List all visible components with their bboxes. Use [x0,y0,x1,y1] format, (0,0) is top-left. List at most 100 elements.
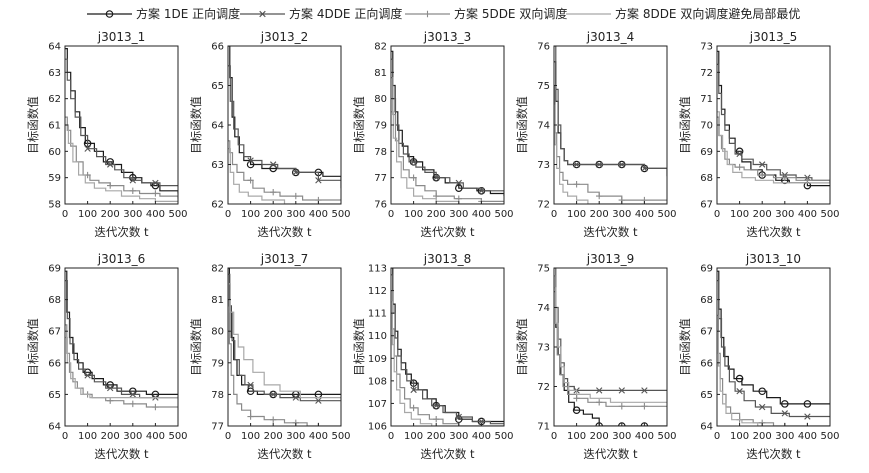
series-line [717,50,830,187]
y-tick-label: 62 [211,200,224,211]
legend-marker [259,10,266,18]
y-tick-label: 82 [374,42,387,53]
x-tick-label: 300 [286,209,305,220]
y-tick-label: 64 [700,422,713,433]
series-marker [315,397,322,404]
series-marker [84,372,91,379]
x-tick-label: 200 [427,209,446,220]
x-tick-label: 400 [309,431,328,442]
series-4 [228,283,341,401]
series-2 [554,268,667,394]
series-marker [247,157,254,164]
series-line [391,290,504,426]
series-marker [454,415,463,424]
series-marker [247,381,254,389]
y-tick-label: 107 [368,399,387,410]
series-marker [152,179,159,187]
series-line [65,336,178,399]
x-tick-label: 0 [388,209,394,220]
series-marker [410,386,417,394]
series-marker [107,384,114,392]
x-tick-label: 300 [612,209,631,220]
series-marker [270,188,277,196]
y-tick-label: 63 [48,68,61,79]
series-marker [618,403,625,410]
y-tick-label: 75 [537,264,550,275]
panel-title: j3013_7 [260,252,309,266]
series-marker [292,394,299,401]
y-tick-label: 72 [537,200,550,211]
y-axis-label: 目标函数值 [678,96,692,154]
x-tick-label: 200 [101,431,120,442]
chart-panel: 0 100 200 300 400 500 62 63 64 65 66 j3013_2 迭代次数 t 目… [189,30,351,239]
x-tick-label: 300 [123,209,142,220]
plot-frame [64,267,179,427]
series-marker [573,181,580,188]
x-tick-label: 200 [264,209,283,220]
y-axis-label: 目标函数值 [352,318,366,376]
y-tick-label: 76 [537,42,550,53]
y-tick-label: 62 [48,94,61,105]
y-axis-label: 目标函数值 [515,96,529,154]
series-line [717,116,830,183]
x-tick-label: 400 [798,431,817,442]
y-tick-label: 66 [48,358,61,369]
y-tick-label: 77 [211,422,224,433]
series-marker [759,403,766,411]
series-line [554,61,667,169]
x-tick-label: 500 [168,209,187,220]
panel-title: j3013_8 [423,252,472,266]
series-1 [554,61,667,173]
series-marker [129,391,136,398]
series-line [391,274,504,425]
y-tick-label: 80 [374,94,387,105]
series-line [228,283,341,401]
y-tick-label: 71 [537,422,550,433]
series-marker [455,179,462,187]
series-1 [554,291,667,426]
series-marker [572,406,581,415]
series-marker [596,399,603,406]
y-tick-label: 67 [48,327,61,338]
x-axis-label: 迭代次数 t [420,225,475,239]
plot-frame [553,45,668,205]
x-tick-label: 500 [494,209,513,220]
panel-title: j3013_2 [260,30,309,44]
series-marker [410,158,417,166]
series-marker [152,190,159,197]
y-tick-label: 67 [700,327,713,338]
series-4 [391,111,504,204]
series-marker [736,388,743,395]
y-axis-label: 目标函数值 [515,318,529,376]
series-marker [641,403,648,410]
series-line [65,116,178,199]
y-tick-label: 78 [374,147,387,158]
series-1 [228,46,341,181]
series-4 [391,301,504,426]
series-line [554,104,667,204]
y-tick-label: 113 [368,264,387,275]
y-tick-label: 106 [368,422,387,433]
x-tick-label: 200 [590,209,609,220]
panel-title: j3013_9 [586,252,635,266]
chart-panel: 0 100 200 300 400 500 64 65 66 67 68 69 j3013_6 迭代次数 … [26,252,188,461]
x-tick-label: 400 [472,431,491,442]
y-tick-label: 74 [537,121,550,132]
y-tick-label: 73 [537,160,550,171]
series-marker [736,163,743,171]
x-axis-label: 迭代次数 t [257,447,312,461]
series-marker [641,165,648,172]
y-tick-label: 112 [368,286,387,297]
series-2 [391,274,504,425]
y-tick-label: 70 [700,121,713,132]
series-marker [759,171,766,179]
series-marker [129,187,136,195]
y-tick-label: 65 [700,390,713,401]
series-line [65,280,178,399]
y-tick-label: 72 [700,68,713,79]
series-2 [65,58,178,187]
series-3 [717,116,830,184]
y-tick-label: 63 [211,160,224,171]
x-tick-label: 0 [62,209,68,220]
series-marker [641,387,648,394]
